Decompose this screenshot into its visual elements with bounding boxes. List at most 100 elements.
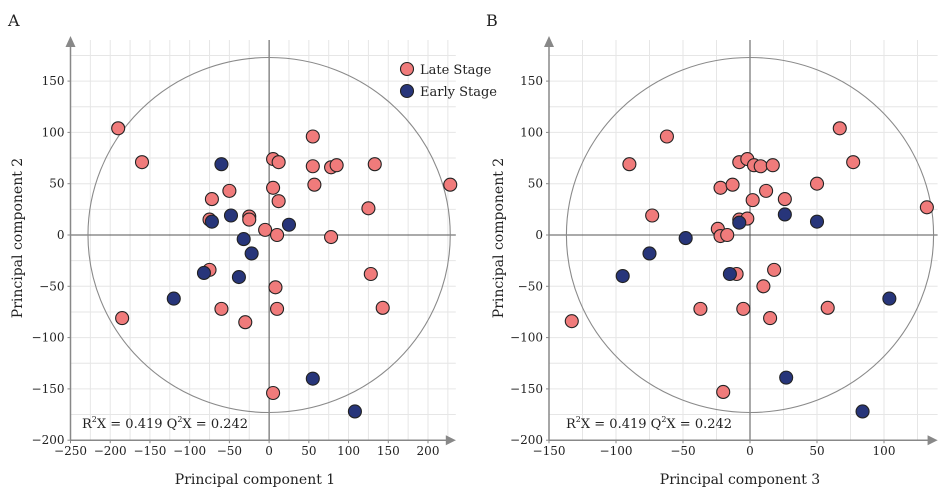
y-tick-label: 50 bbox=[49, 177, 64, 191]
panel-a-stat-text: R2X = 0.419 Q2X = 0.242 bbox=[82, 415, 248, 432]
y-tick-label: −150 bbox=[510, 382, 543, 396]
panel-a-points bbox=[111, 121, 458, 419]
panel-b-y-axis-label: Principal component 2 bbox=[491, 158, 507, 318]
x-tick-label: −150 bbox=[133, 444, 166, 458]
x-tick-label: 0 bbox=[265, 444, 273, 458]
y-tick-label: −150 bbox=[32, 382, 65, 396]
legend-marker-early bbox=[399, 83, 415, 99]
late-stage-point bbox=[809, 176, 825, 191]
late-stage-point bbox=[756, 279, 771, 294]
panel-a: A −250 −200 −150 −100 −50 0 50 100 150 200 −200 −1… bbox=[7, 11, 497, 488]
y-tick-label: 150 bbox=[42, 74, 65, 88]
y-tick-label: −100 bbox=[32, 331, 65, 345]
late-stage-point bbox=[765, 158, 780, 173]
legend: Late Stage Early Stage bbox=[399, 61, 497, 100]
x-tick-label: −100 bbox=[600, 444, 633, 458]
late-stage-point bbox=[375, 300, 390, 315]
panel-b-grid bbox=[548, 40, 938, 441]
x-tick-label: 200 bbox=[417, 444, 440, 458]
x-tick-label: −150 bbox=[533, 444, 566, 458]
early-stage-point bbox=[642, 246, 657, 261]
confidence-ellipse bbox=[87, 56, 451, 414]
y-tick-label: 0 bbox=[57, 228, 65, 242]
legend-label-early: Early Stage bbox=[420, 85, 497, 100]
late-stage-point bbox=[832, 121, 847, 136]
late-stage-point bbox=[713, 180, 728, 195]
late-stage-point bbox=[361, 201, 376, 216]
y-tick-label: 50 bbox=[528, 177, 543, 191]
late-stage-point bbox=[134, 155, 150, 170]
x-tick-label: 0 bbox=[746, 444, 754, 458]
panel-b-ellipse bbox=[565, 56, 935, 414]
panel-a-y-axis-label: Principal component 2 bbox=[10, 158, 26, 318]
y-tick-label: 150 bbox=[520, 74, 543, 88]
panel-b-x-axis-label: Principal component 3 bbox=[660, 472, 820, 488]
panel-a-letter: A bbox=[7, 11, 20, 30]
late-stage-point bbox=[763, 311, 778, 326]
y-tick-label: −50 bbox=[39, 279, 64, 293]
late-stage-point bbox=[268, 280, 283, 295]
panel-a-axes bbox=[65, 36, 456, 446]
panel-b-axes bbox=[544, 36, 938, 446]
x-tick-label: −50 bbox=[670, 444, 695, 458]
early-stage-point bbox=[779, 370, 794, 385]
x-tick-label: −250 bbox=[54, 444, 87, 458]
panel-b-y-ticks: −200 −150 −100 −50 0 50 100 150 bbox=[510, 74, 549, 447]
late-stage-point bbox=[271, 194, 286, 209]
early-stage-point bbox=[855, 404, 870, 419]
early-stage-point bbox=[882, 291, 897, 306]
panel-b-letter: B bbox=[486, 11, 498, 30]
x-tick-label: 50 bbox=[301, 444, 316, 458]
legend-label-late: Late Stage bbox=[420, 63, 492, 78]
early-stage-point bbox=[615, 268, 630, 284]
late-stage-point bbox=[759, 183, 774, 198]
y-tick-label: −50 bbox=[518, 279, 543, 293]
late-stage-point bbox=[305, 129, 320, 144]
late-stage-point bbox=[720, 227, 735, 243]
early-stage-point bbox=[305, 371, 320, 386]
y-tick-label: −200 bbox=[32, 433, 65, 447]
late-stage-point bbox=[222, 183, 237, 198]
y-tick-label: 100 bbox=[42, 125, 65, 139]
late-stage-point bbox=[270, 227, 285, 243]
early-stage-point bbox=[347, 404, 362, 419]
panel-b-x-ticks: −150 −100 −50 0 50 100 bbox=[533, 440, 896, 458]
y-tick-label: −200 bbox=[510, 433, 543, 447]
x-tick-label: 100 bbox=[873, 444, 896, 458]
early-stage-point bbox=[722, 266, 737, 282]
x-tick-label: 150 bbox=[377, 444, 400, 458]
late-stage-point bbox=[767, 262, 782, 277]
late-stage-point bbox=[725, 177, 740, 192]
early-stage-point bbox=[236, 232, 251, 247]
late-stage-point bbox=[214, 301, 229, 316]
panel-a-ellipse bbox=[87, 56, 451, 414]
panel-a-grid bbox=[70, 40, 456, 441]
early-stage-point bbox=[231, 270, 246, 285]
late-stage-point bbox=[307, 177, 322, 192]
x-tick-label: −100 bbox=[173, 444, 206, 458]
y-tick-label: 0 bbox=[535, 228, 543, 242]
late-stage-point bbox=[270, 301, 285, 316]
late-stage-point bbox=[258, 222, 273, 237]
late-stage-point bbox=[622, 157, 637, 172]
x-tick-label: 50 bbox=[809, 444, 824, 458]
late-stage-point bbox=[271, 155, 286, 170]
late-stage-point bbox=[645, 208, 660, 223]
early-stage-point bbox=[281, 217, 297, 232]
panel-a-x-ticks: −250 −200 −150 −100 −50 0 50 100 150 200 bbox=[54, 440, 439, 458]
late-stage-point bbox=[266, 180, 281, 195]
late-stage-point bbox=[777, 192, 792, 207]
x-axis-arrow bbox=[927, 435, 938, 446]
late-stage-point bbox=[329, 158, 344, 173]
y-axis-arrow bbox=[65, 36, 76, 48]
late-stage-point bbox=[753, 159, 768, 174]
late-stage-point bbox=[820, 300, 835, 315]
early-stage-point bbox=[223, 208, 239, 223]
late-stage-point bbox=[204, 192, 219, 207]
panel-b-points bbox=[564, 121, 934, 419]
early-stage-point bbox=[809, 214, 825, 229]
early-stage-point bbox=[166, 291, 181, 306]
panel-a-y-ticks: −200 −150 −100 −50 0 50 100 150 bbox=[32, 74, 71, 447]
x-tick-label: 100 bbox=[337, 444, 360, 458]
